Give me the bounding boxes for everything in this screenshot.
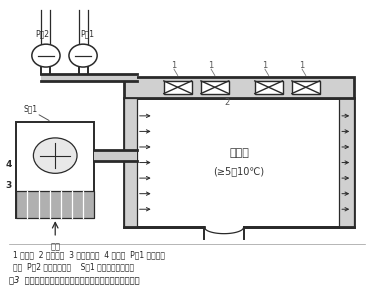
Circle shape (69, 44, 97, 67)
Circle shape (32, 44, 60, 67)
Text: 1: 1 (171, 61, 177, 70)
Bar (124, 98, 354, 227)
Bar (255, 81, 283, 94)
Bar (339, 98, 354, 227)
Bar (16, 191, 94, 218)
Polygon shape (94, 150, 137, 161)
Text: P－2: P－2 (35, 29, 49, 39)
Text: S－1: S－1 (24, 104, 38, 113)
Text: 3: 3 (5, 181, 11, 190)
Bar (124, 77, 354, 98)
Text: 1 排风柜  2 全室排风  3 粗效过滤器  4 加热器  P－1 局部排风: 1 排风柜 2 全室排风 3 粗效过滤器 4 加热器 P－1 局部排风 (12, 250, 165, 259)
Text: 图3  传统定风量型排风柜和相应房间全室通风设施搭建设: 图3 传统定风量型排风柜和相应房间全室通风设施搭建设 (9, 275, 140, 285)
Text: 4: 4 (5, 160, 12, 169)
Text: (≥5～10℃): (≥5～10℃) (214, 167, 264, 177)
Text: 1: 1 (300, 61, 305, 70)
Bar (16, 122, 94, 218)
Text: 1: 1 (208, 61, 214, 70)
Text: P－1: P－1 (80, 29, 94, 39)
Text: 实验室: 实验室 (229, 149, 249, 158)
Text: 系统  P－2 全室排风系统    S－1 新风补给送风系统: 系统 P－2 全室排风系统 S－1 新风补给送风系统 (12, 262, 134, 271)
Text: 新风: 新风 (50, 242, 60, 251)
Bar (164, 81, 191, 94)
Circle shape (33, 138, 77, 173)
Text: 1: 1 (262, 61, 267, 70)
Text: 2: 2 (224, 98, 229, 107)
Polygon shape (42, 74, 137, 81)
Bar (124, 98, 137, 227)
Bar (292, 81, 320, 94)
Bar (201, 81, 229, 94)
